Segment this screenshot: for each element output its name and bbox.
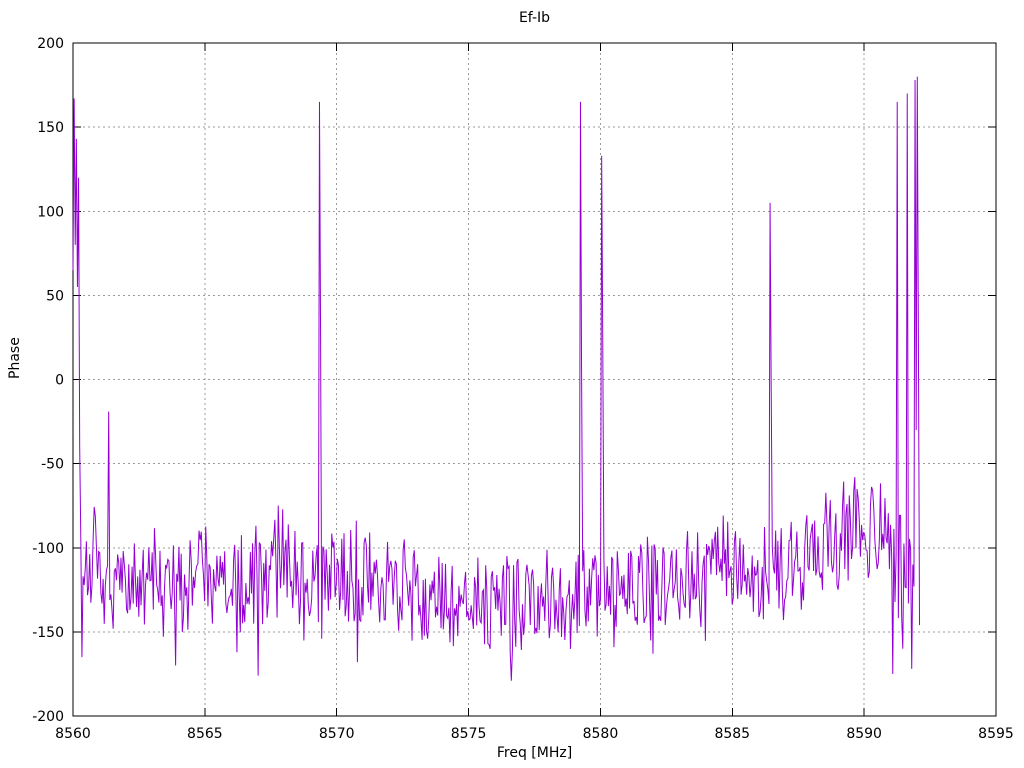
x-tick-label: 8570 [319, 726, 355, 742]
x-tick-label: 8590 [846, 726, 882, 742]
x-tick-label: 8560 [55, 726, 91, 742]
y-tick-label: 100 [37, 204, 64, 220]
y-tick-label: -200 [32, 709, 64, 725]
x-tick-label: 8580 [583, 726, 619, 742]
x-tick-label: 8595 [978, 726, 1014, 742]
y-tick-label: 50 [46, 288, 64, 304]
y-tick-label: -150 [32, 625, 64, 641]
x-axis-label: Freq [MHz] [496, 745, 573, 761]
y-tick-label: 0 [55, 373, 64, 389]
x-tick-label: 8565 [187, 726, 223, 742]
y-tick-label: -50 [41, 457, 64, 473]
chart-title: Ef-Ib [518, 10, 551, 26]
y-tick-label: 150 [37, 120, 64, 136]
phase-trace [72, 76, 921, 681]
x-tick-label: 8575 [451, 726, 487, 742]
x-tick-label: 8585 [714, 726, 750, 742]
y-tick-label: 200 [37, 36, 64, 52]
y-tick-label: -100 [32, 541, 64, 557]
